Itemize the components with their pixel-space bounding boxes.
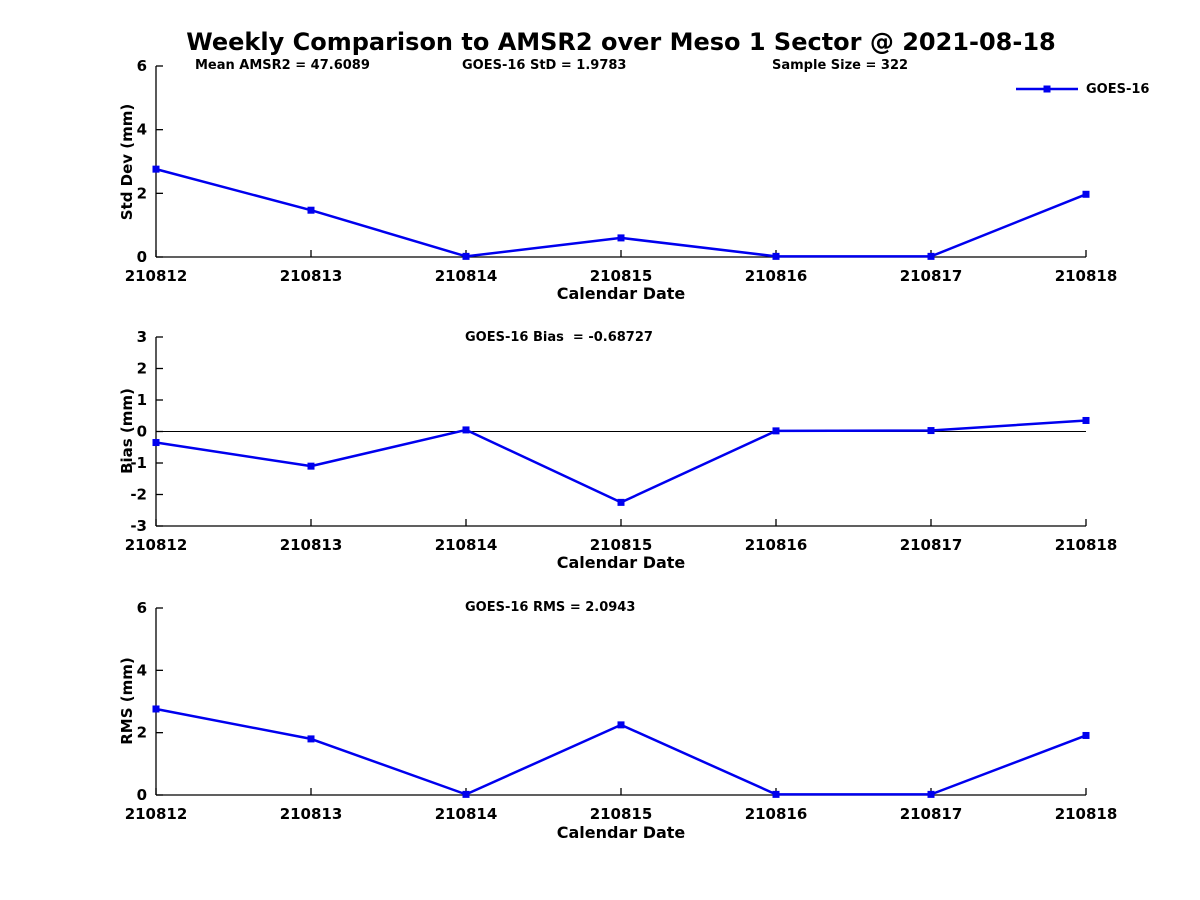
stddev-plot-marker xyxy=(772,252,780,260)
bias-plot-marker xyxy=(1082,416,1090,424)
bias-plot-xtick-label: 210814 xyxy=(435,536,498,554)
bias-plot-ytick-label: 2 xyxy=(137,360,147,378)
bias-plot-ytick-label: 3 xyxy=(137,328,147,346)
stddev-plot-xtick-label: 210818 xyxy=(1055,267,1118,285)
bias-plot-marker xyxy=(617,498,625,506)
annotation-mean-amsr2: Mean AMSR2 = 47.6089 xyxy=(195,58,370,73)
bias-plot-marker xyxy=(462,426,470,434)
bias-plot-ytick-label: 1 xyxy=(137,391,147,409)
bias-plot-ytick-label: -3 xyxy=(130,517,147,535)
rms-plot-marker xyxy=(617,721,625,729)
stddev-plot-marker xyxy=(617,234,625,242)
rms-plot-xtick-label: 210812 xyxy=(125,805,188,823)
bias-plot-marker xyxy=(772,427,780,435)
bias-plot-marker xyxy=(152,439,160,447)
rms-plot-ytick-label: 4 xyxy=(137,661,147,679)
bias-plot-ytick-label: -2 xyxy=(130,486,147,504)
stddev-y-axis-label: Std Dev (mm) xyxy=(118,103,136,221)
bias-plot-xtick-label: 210816 xyxy=(745,536,808,554)
stddev-plot-xtick-label: 210817 xyxy=(900,267,963,285)
bias-plot-title: GOES-16 Bias = -0.68727 xyxy=(465,330,653,345)
legend-label: GOES-16 xyxy=(1086,82,1150,97)
stddev-plot-ytick-label: 0 xyxy=(137,248,147,266)
rms-plot-ytick-label: 0 xyxy=(137,786,147,804)
rms-x-axis-label: Calendar Date xyxy=(556,823,686,842)
bias-plot-ytick-label: -1 xyxy=(130,454,147,472)
stddev-plot-marker xyxy=(152,165,160,173)
rms-plot-xtick-label: 210814 xyxy=(435,805,498,823)
rms-plot-xtick-label: 210813 xyxy=(280,805,343,823)
stddev-plot-series-line xyxy=(155,167,1087,258)
bias-x-axis-label: Calendar Date xyxy=(556,553,686,572)
stddev-plot-marker xyxy=(927,252,935,260)
annotation-sample-size: Sample Size = 322 xyxy=(772,58,909,73)
stddev-plot: 0 2 4 6 210812 210813 210814 210815 210816 210817… xyxy=(125,57,1118,285)
rms-plot-marker xyxy=(772,790,780,798)
bias-plot-marker xyxy=(307,462,315,470)
bias-plot-xtick-label: 210818 xyxy=(1055,536,1118,554)
bias-plot-ytick-label: 0 xyxy=(137,423,147,441)
bias-plot-xtick-label: 210812 xyxy=(125,536,188,554)
bias-plot-series-line xyxy=(155,419,1087,504)
annotation-goes16-std: GOES-16 StD = 1.9783 xyxy=(462,58,627,73)
rms-plot-marker xyxy=(462,790,470,798)
stddev-plot-xtick-label: 210812 xyxy=(125,267,188,285)
rms-plot-marker xyxy=(307,735,315,743)
bias-y-axis-label: Bias (mm) xyxy=(118,388,136,474)
rms-plot: 0 2 4 6 210812 210813 210814 210815 210816 210817… xyxy=(125,599,1118,823)
rms-plot-marker xyxy=(927,790,935,798)
rms-plot-xtick-label: 210815 xyxy=(590,805,653,823)
stddev-plot-ytick-label: 4 xyxy=(137,121,147,139)
stddev-plot-xtick-label: 210814 xyxy=(435,267,498,285)
rms-plot-title: GOES-16 RMS = 2.0943 xyxy=(465,600,636,615)
bias-plot-xtick-label: 210813 xyxy=(280,536,343,554)
figure-title: Weekly Comparison to AMSR2 over Meso 1 S… xyxy=(186,28,1056,56)
bias-plot-xtick-label: 210815 xyxy=(590,536,653,554)
stddev-plot-xtick-label: 210816 xyxy=(745,267,808,285)
rms-plot-marker xyxy=(1082,731,1090,739)
legend-sample xyxy=(1016,85,1078,93)
legend-marker-icon xyxy=(1043,85,1051,93)
rms-plot-xtick-label: 210816 xyxy=(745,805,808,823)
stddev-plot-ytick-label: 6 xyxy=(137,57,147,75)
bias-plot: -3 -2 -1 0 1 2 3 210812 210813 210814 210815 210816… xyxy=(125,328,1118,554)
stddev-plot-ytick-label: 2 xyxy=(137,184,147,202)
bias-plot-marker xyxy=(927,427,935,435)
rms-y-axis-label: RMS (mm) xyxy=(118,657,136,745)
rms-plot-ytick-label: 2 xyxy=(137,724,147,742)
stddev-plot-xtick-label: 210813 xyxy=(280,267,343,285)
bias-plot-xtick-label: 210817 xyxy=(900,536,963,554)
rms-plot-ytick-label: 6 xyxy=(137,599,147,617)
stddev-plot-marker xyxy=(1082,190,1090,198)
rms-plot-xtick-label: 210818 xyxy=(1055,805,1118,823)
rms-plot-xtick-label: 210817 xyxy=(900,805,963,823)
stddev-x-axis-label: Calendar Date xyxy=(556,284,686,303)
rms-plot-marker xyxy=(152,705,160,713)
stddev-plot-marker xyxy=(462,252,470,260)
stddev-plot-marker xyxy=(307,206,315,214)
stddev-plot-xtick-label: 210815 xyxy=(590,267,653,285)
